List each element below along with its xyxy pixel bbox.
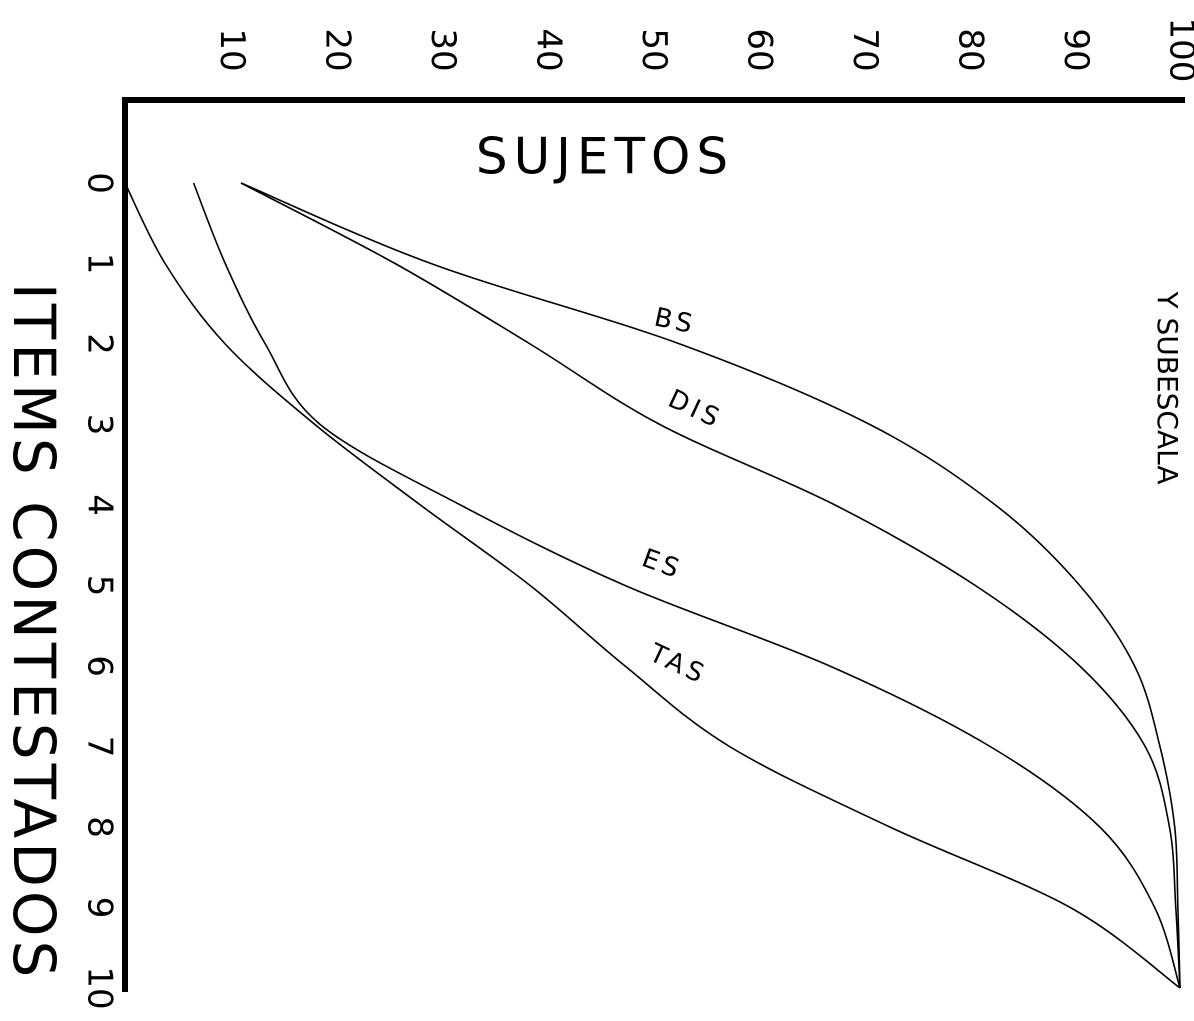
item-tick-label: 7 — [80, 736, 120, 758]
annotation: Y SUBESCALA — [1151, 290, 1184, 484]
y-axis-title: SUJETOS — [476, 128, 734, 186]
item-tick-label: 6 — [80, 655, 120, 677]
value-tick-label: 20 — [318, 28, 358, 71]
x-axis-title: ITEMS CONTESTADOS — [0, 283, 68, 982]
value-tick-label: 40 — [529, 28, 569, 71]
value-tick-label: 90 — [1056, 28, 1096, 71]
value-tick-label: 30 — [423, 28, 463, 71]
value-tick-label: 70 — [845, 28, 885, 71]
item-tick-label: 9 — [80, 897, 120, 919]
item-tick-label: 0 — [80, 172, 120, 194]
value-tick-label: 50 — [634, 28, 674, 71]
curve — [241, 183, 1180, 988]
item-tick-label: 2 — [80, 333, 120, 355]
item-tick-label: 8 — [80, 816, 120, 838]
curve-label: TAS — [644, 638, 712, 691]
value-tick-label: 10 — [212, 28, 252, 71]
curve — [241, 183, 1180, 988]
item-tick-label: 1 — [80, 253, 120, 275]
curve — [194, 183, 1180, 988]
curve-label: DIS — [663, 384, 727, 435]
value-tick-label: 60 — [740, 28, 780, 71]
value-tick-label: 100 — [1162, 18, 1194, 83]
curve-label: ES — [638, 543, 687, 585]
item-tick-label: 3 — [80, 414, 120, 436]
curve — [125, 183, 1180, 988]
item-tick-label: 4 — [80, 494, 120, 516]
item-tick-label: 10 — [80, 966, 120, 1009]
item-tick-label: 5 — [80, 575, 120, 597]
value-tick-label: 80 — [951, 28, 991, 71]
curve-label: BS — [651, 302, 698, 340]
